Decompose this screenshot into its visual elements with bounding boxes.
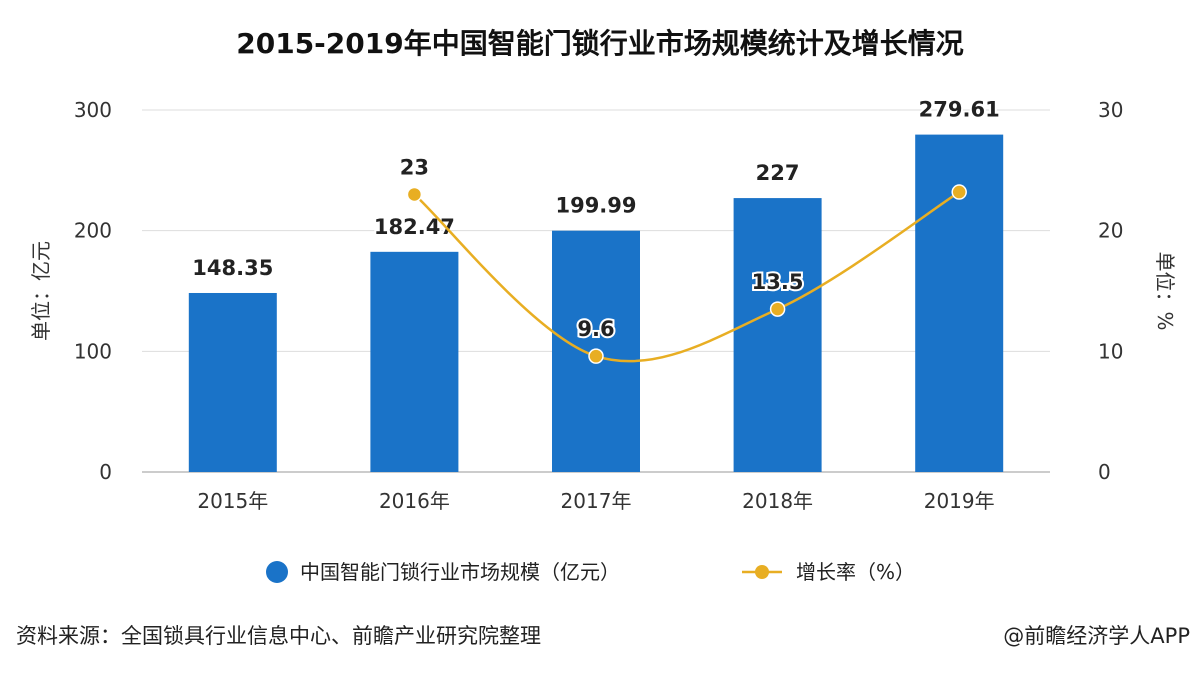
- credit: @前瞻经济学人APP: [1003, 624, 1190, 648]
- bar-data-label: 182.47: [374, 215, 455, 239]
- right-tick-label: 10: [1098, 339, 1123, 363]
- legend-bar-marker: [266, 561, 288, 583]
- x-tick-label: 2019年: [924, 489, 995, 513]
- x-tick-label: 2016年: [379, 489, 450, 513]
- left-tick-label: 300: [74, 98, 112, 122]
- left-axis-label: 单位：亿元: [29, 241, 53, 341]
- growth-point: [769, 301, 786, 317]
- growth-point: [406, 186, 423, 203]
- x-tick-label: 2015年: [197, 489, 268, 513]
- legend-bar-label: 中国智能门锁行业市场规模（亿元）: [300, 560, 620, 584]
- line-data-label: 13.5: [752, 270, 804, 294]
- line-data-label: 23: [400, 155, 429, 179]
- bar-data-label: 148.35: [192, 256, 273, 280]
- right-tick-label: 0: [1098, 460, 1111, 484]
- growth-point: [588, 348, 604, 364]
- x-tick-label: 2017年: [561, 489, 632, 513]
- right-tick-label: 20: [1098, 219, 1123, 243]
- bar-data-label: 199.99: [555, 194, 636, 218]
- source-note: 资料来源：全国锁具行业信息中心、前瞻产业研究院整理: [16, 624, 541, 648]
- growth-line: [413, 191, 960, 363]
- line-data-label: 9.6: [577, 317, 614, 341]
- growth-point: [951, 184, 967, 200]
- bar-data-label: 279.61: [919, 98, 1000, 122]
- x-tick-label: 2018年: [742, 489, 813, 513]
- bar-1: [188, 292, 277, 472]
- right-axis-label: 单位：%: [1153, 251, 1177, 330]
- left-tick-label: 200: [74, 219, 112, 243]
- bar-4: [733, 198, 822, 472]
- right-tick-label: 30: [1098, 98, 1123, 122]
- left-tick-label: 100: [74, 339, 112, 363]
- bar-2: [370, 251, 459, 472]
- left-tick-label: 0: [99, 460, 112, 484]
- legend-line-point: [755, 565, 769, 579]
- chart-title: 2015-2019年中国智能门锁行业市场规模统计及增长情况: [236, 27, 964, 60]
- bar-data-label: 227: [756, 161, 800, 185]
- legend-line-label: 增长率（%）: [796, 560, 915, 584]
